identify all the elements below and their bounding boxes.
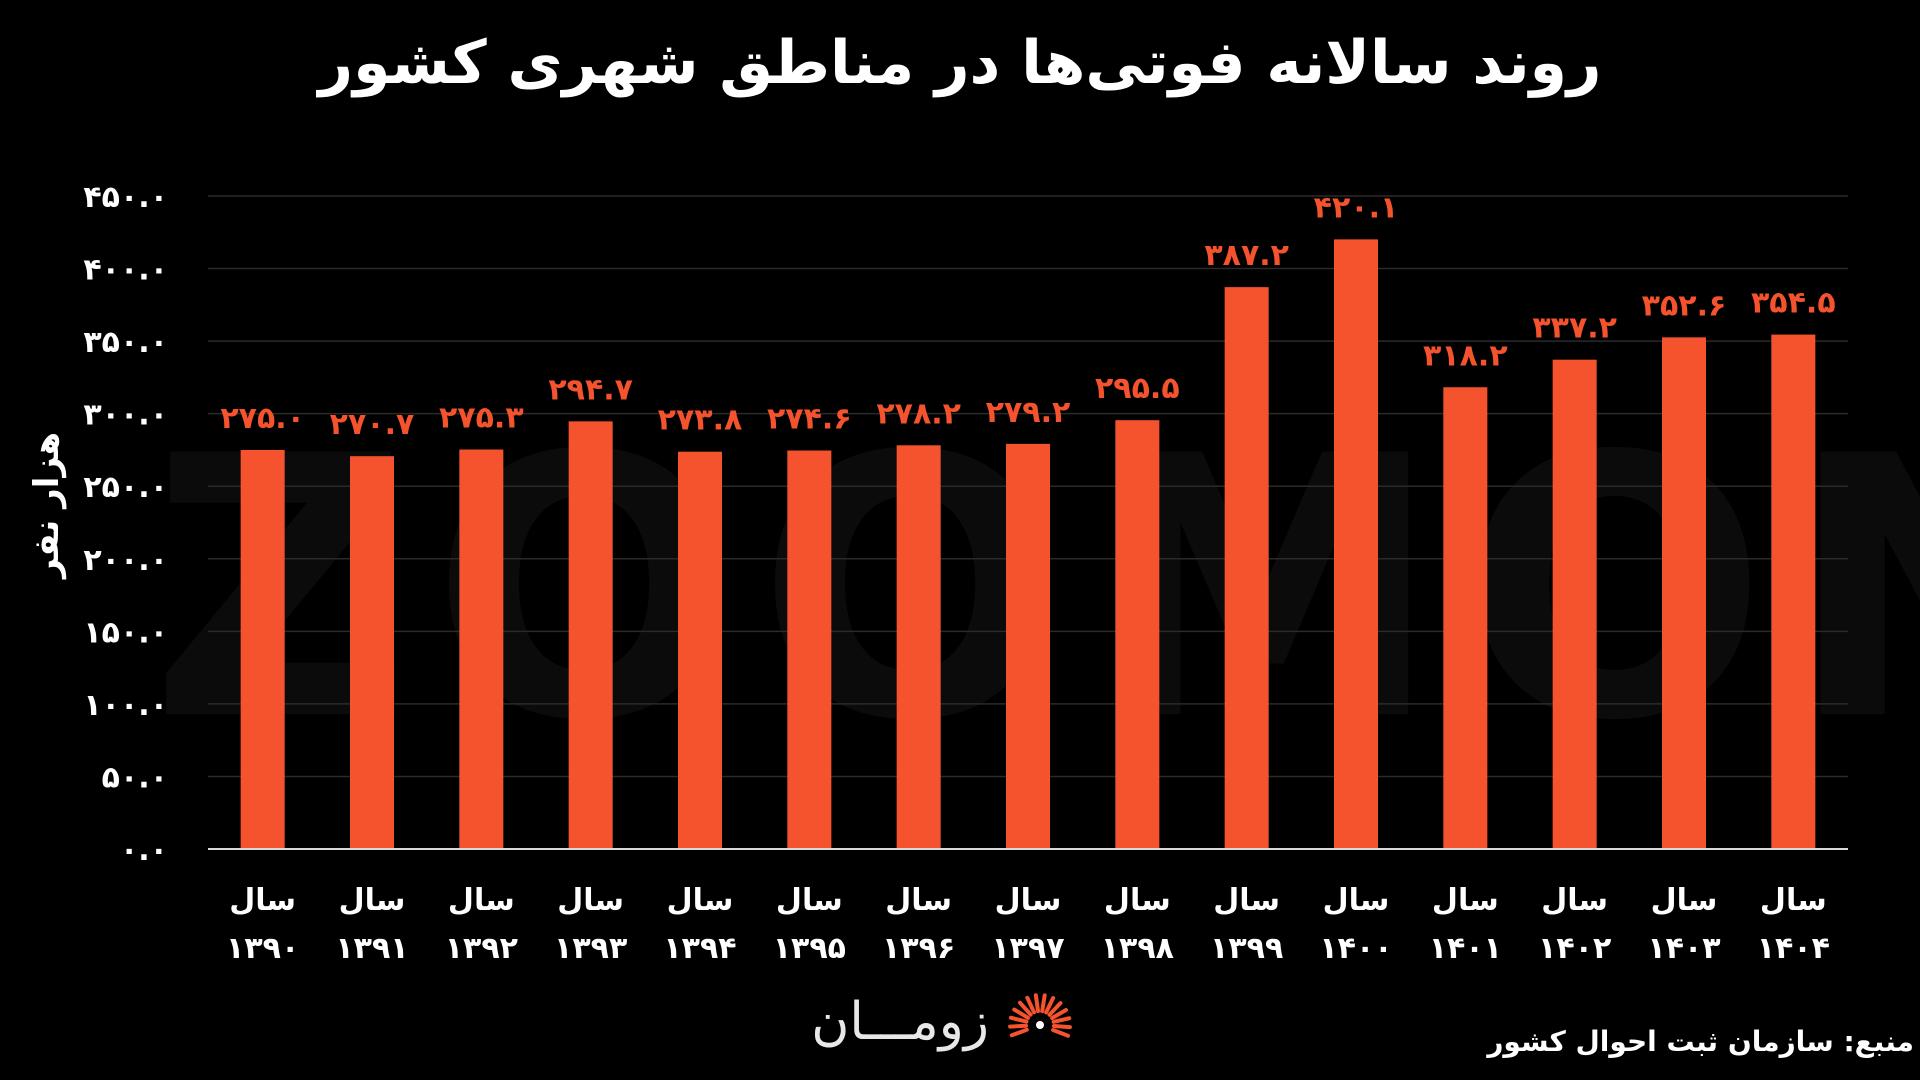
bar xyxy=(1224,287,1269,850)
data-label: ۴۲۰.۱ xyxy=(1314,190,1399,225)
x-tick-label: ۱۴۰۰ xyxy=(1319,931,1392,966)
data-label: ۲۹۴.۷ xyxy=(548,372,633,407)
bar xyxy=(896,445,941,849)
data-label: ۲۷۵.۰ xyxy=(220,401,305,436)
logo-ray xyxy=(1009,1027,1029,1038)
x-axis: سال ۱۳۹۰ سال ۱۳۹۱ سال ۱۳۹۲ سال ۱۳۹۳ سال ۱۳۹۴ سال ۱۳… xyxy=(226,883,1830,966)
x-tick-prefix: سال xyxy=(1432,883,1499,918)
logo-ray xyxy=(1012,1007,1030,1020)
data-label: ۳۵۴.۵ xyxy=(1751,286,1836,321)
bar xyxy=(568,421,613,849)
logo-ray xyxy=(1051,1023,1072,1030)
data-label: ۲۷۴.۶ xyxy=(767,402,852,437)
x-tick-label: ۱۴۰۱ xyxy=(1429,931,1502,966)
y-tick-label: ۳۵۰.۰ xyxy=(83,325,168,360)
x-tick-prefix: سال xyxy=(339,883,406,918)
bar xyxy=(350,456,394,849)
y-tick-label: ۲۰۰.۰ xyxy=(83,543,168,578)
x-tick-prefix: سال xyxy=(667,883,734,918)
x-tick-prefix: سال xyxy=(557,883,624,918)
y-tick-label: ۱۵۰.۰ xyxy=(83,615,168,650)
data-label: ۲۷۸.۲ xyxy=(876,396,961,431)
zoomaan-burst-icon xyxy=(1008,993,1072,1038)
bar xyxy=(1552,359,1597,849)
bar xyxy=(1771,334,1816,849)
x-tick-label: ۱۳۹۶ xyxy=(882,931,955,966)
x-tick-label: ۱۳۹۳ xyxy=(554,931,627,966)
x-tick-prefix: سال xyxy=(885,883,952,918)
logo-ray xyxy=(1047,1001,1063,1017)
x-tick-label: ۱۳۹۴ xyxy=(663,931,736,966)
x-tick-label: ۱۳۹۵ xyxy=(773,931,846,966)
logo-ray xyxy=(1051,1028,1071,1038)
data-label: ۲۹۵.۵ xyxy=(1095,371,1180,406)
data-label: ۳۸۷.۲ xyxy=(1204,238,1289,273)
logo-ray xyxy=(1025,995,1037,1015)
data-label: ۲۷۹.۲ xyxy=(986,395,1071,430)
x-tick-label: ۱۳۹۰ xyxy=(226,931,299,966)
x-tick-prefix: سال xyxy=(229,883,296,918)
x-tick-label: ۱۳۹۱ xyxy=(335,931,408,966)
chart-title: روند سالانه فوتی‌ها در مناطق شهری کشور xyxy=(318,28,1602,98)
x-tick-prefix: سال xyxy=(776,883,843,918)
bar xyxy=(1334,239,1378,849)
y-tick-label: ۲۵۰.۰ xyxy=(83,470,168,505)
y-axis: ۰.۰ ۵۰.۰ ۱۰۰.۰ ۱۵۰.۰ ۲۰۰.۰ ۲۵۰.۰ ۳۰۰.۰ ۳۵۰.۰ ۴۰۰… xyxy=(83,180,168,868)
logo-ray xyxy=(1040,993,1047,1014)
logo: زومـــان xyxy=(811,990,1075,1060)
y-tick-label: ۱۰۰.۰ xyxy=(83,688,168,723)
x-tick-prefix: سال xyxy=(1760,883,1827,918)
x-tick-label: ۱۳۹۲ xyxy=(445,931,518,966)
logo-ray xyxy=(1044,996,1056,1015)
logo-ray xyxy=(1033,993,1041,1014)
source-note: منبع: سازمان ثبت احوال کشور xyxy=(1487,1025,1914,1058)
bar xyxy=(240,449,285,849)
x-tick-prefix: سال xyxy=(1323,883,1390,918)
data-label: ۳۵۲.۶ xyxy=(1642,288,1727,323)
logo-ray xyxy=(1051,1016,1072,1024)
y-tick-label: ۴۰۰.۰ xyxy=(83,253,168,288)
logo-ray xyxy=(1008,1023,1029,1029)
y-tick-label: ۴۵۰.۰ xyxy=(83,180,168,215)
bar xyxy=(787,450,832,849)
y-axis-label: هزار نفر xyxy=(27,432,67,580)
x-tick-label: ۱۳۹۹ xyxy=(1210,931,1283,966)
data-label: ۲۷۰.۷ xyxy=(330,407,415,442)
y-tick-label: ۳۰۰.۰ xyxy=(83,398,168,433)
x-tick-label: ۱۴۰۴ xyxy=(1757,931,1830,966)
bar xyxy=(1662,337,1706,849)
bar xyxy=(678,451,722,849)
y-tick-label: ۰.۰ xyxy=(120,833,168,868)
logo-ray xyxy=(1017,1000,1033,1017)
x-tick-prefix: سال xyxy=(1213,883,1280,918)
data-label: ۳۳۷.۲ xyxy=(1532,311,1617,346)
bar xyxy=(459,449,504,849)
bar xyxy=(1006,443,1050,849)
y-tick-label: ۵۰.۰ xyxy=(102,760,168,795)
x-tick-prefix: سال xyxy=(1651,883,1718,918)
bar xyxy=(1443,387,1488,849)
bar xyxy=(1115,420,1160,849)
data-label: ۲۷۵.۳ xyxy=(439,401,524,436)
bars xyxy=(240,239,1816,850)
data-label: ۳۱۸.۲ xyxy=(1423,338,1508,373)
logo-ray xyxy=(1050,1008,1068,1020)
x-tick-prefix: سال xyxy=(1104,883,1171,918)
x-tick-prefix: سال xyxy=(1541,883,1608,918)
value-labels: ۲۷۵.۰ ۲۷۰.۷ ۲۷۵.۳ ۲۹۴.۷ ۲۷۳.۸ ۲۷۴.۶ ۲۷۸.۲ ۲۷۹.۲… xyxy=(220,190,1835,442)
x-tick-label: ۱۴۰۲ xyxy=(1538,931,1611,966)
x-tick-label: ۱۴۰۳ xyxy=(1647,931,1720,966)
logo-text: زومـــان xyxy=(811,992,989,1052)
x-tick-prefix: سال xyxy=(995,883,1062,918)
x-tick-label: ۱۳۹۷ xyxy=(991,931,1064,966)
data-label: ۲۷۳.۸ xyxy=(658,403,743,438)
x-tick-label: ۱۳۹۸ xyxy=(1101,931,1174,966)
logo-ray xyxy=(1008,1015,1029,1024)
x-tick-prefix: سال xyxy=(448,883,515,918)
